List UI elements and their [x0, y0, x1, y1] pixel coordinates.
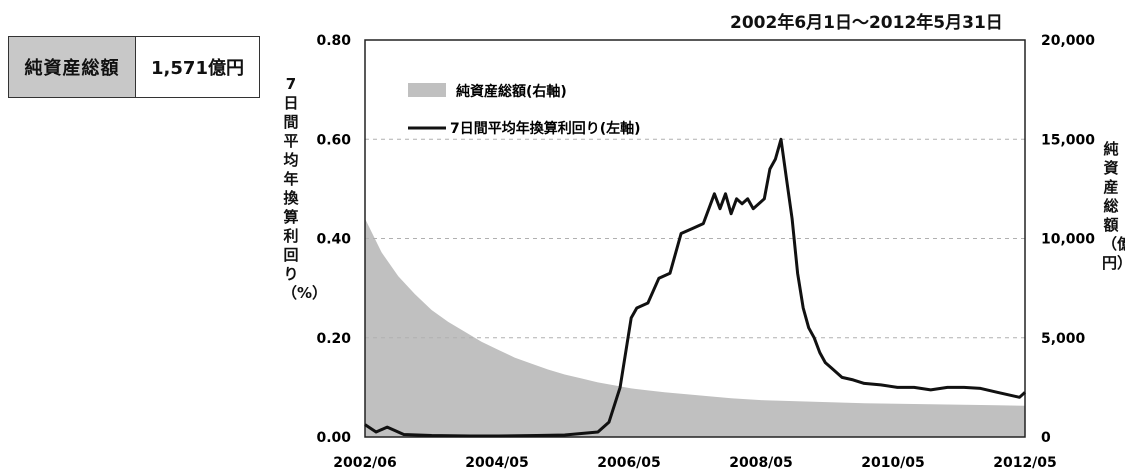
net-assets-summary: 純資産総額 1,571億円: [8, 36, 260, 98]
plot-frame: [364, 39, 1026, 438]
net-assets-value: 1,571億円: [151, 58, 244, 79]
y-left-tick-label: 0.20: [316, 331, 351, 347]
y-left-tick-label: 0.60: [316, 132, 351, 148]
y-left-tick-label: 0.00: [316, 430, 351, 446]
y-right-tick-label: 5,000: [1041, 331, 1086, 347]
series-area-net-assets: [365, 218, 1025, 437]
legend-swatch-net-assets: [408, 83, 446, 97]
y-axis-right-label: 純資産総額（億円）: [1102, 140, 1125, 272]
y-right-tick-label: 10,000: [1041, 232, 1095, 248]
x-tick-label: 2010/05: [861, 455, 925, 471]
y-left-tick-label: 0.40: [316, 232, 351, 248]
net-assets-label: 純資産総額: [9, 37, 136, 97]
x-tick-label: 2002/06: [333, 455, 397, 471]
y-right-tick-label: 15,000: [1041, 132, 1095, 148]
x-tick-label: 2012/05: [993, 455, 1057, 471]
x-tick-label: 2004/05: [465, 455, 529, 471]
chart-period: 2002年6月1日～2012年5月31日: [730, 13, 1003, 33]
y-left-tick-label: 0.80: [316, 33, 351, 49]
y-right-tick-label: 0: [1041, 430, 1051, 446]
y-right-tick-label: 20,000: [1041, 33, 1095, 49]
legend-label-net-assets: 純資産総額(右軸): [456, 83, 567, 100]
x-tick-label: 2008/05: [729, 455, 793, 471]
legend-label-yield: 7日間平均年換算利回り(左軸): [450, 120, 641, 137]
series-line-yield: [364, 137, 1027, 438]
y-axis-left-label: 7日間平均年換算利回り（%）: [282, 75, 328, 302]
x-tick-label: 2006/05: [597, 455, 661, 471]
